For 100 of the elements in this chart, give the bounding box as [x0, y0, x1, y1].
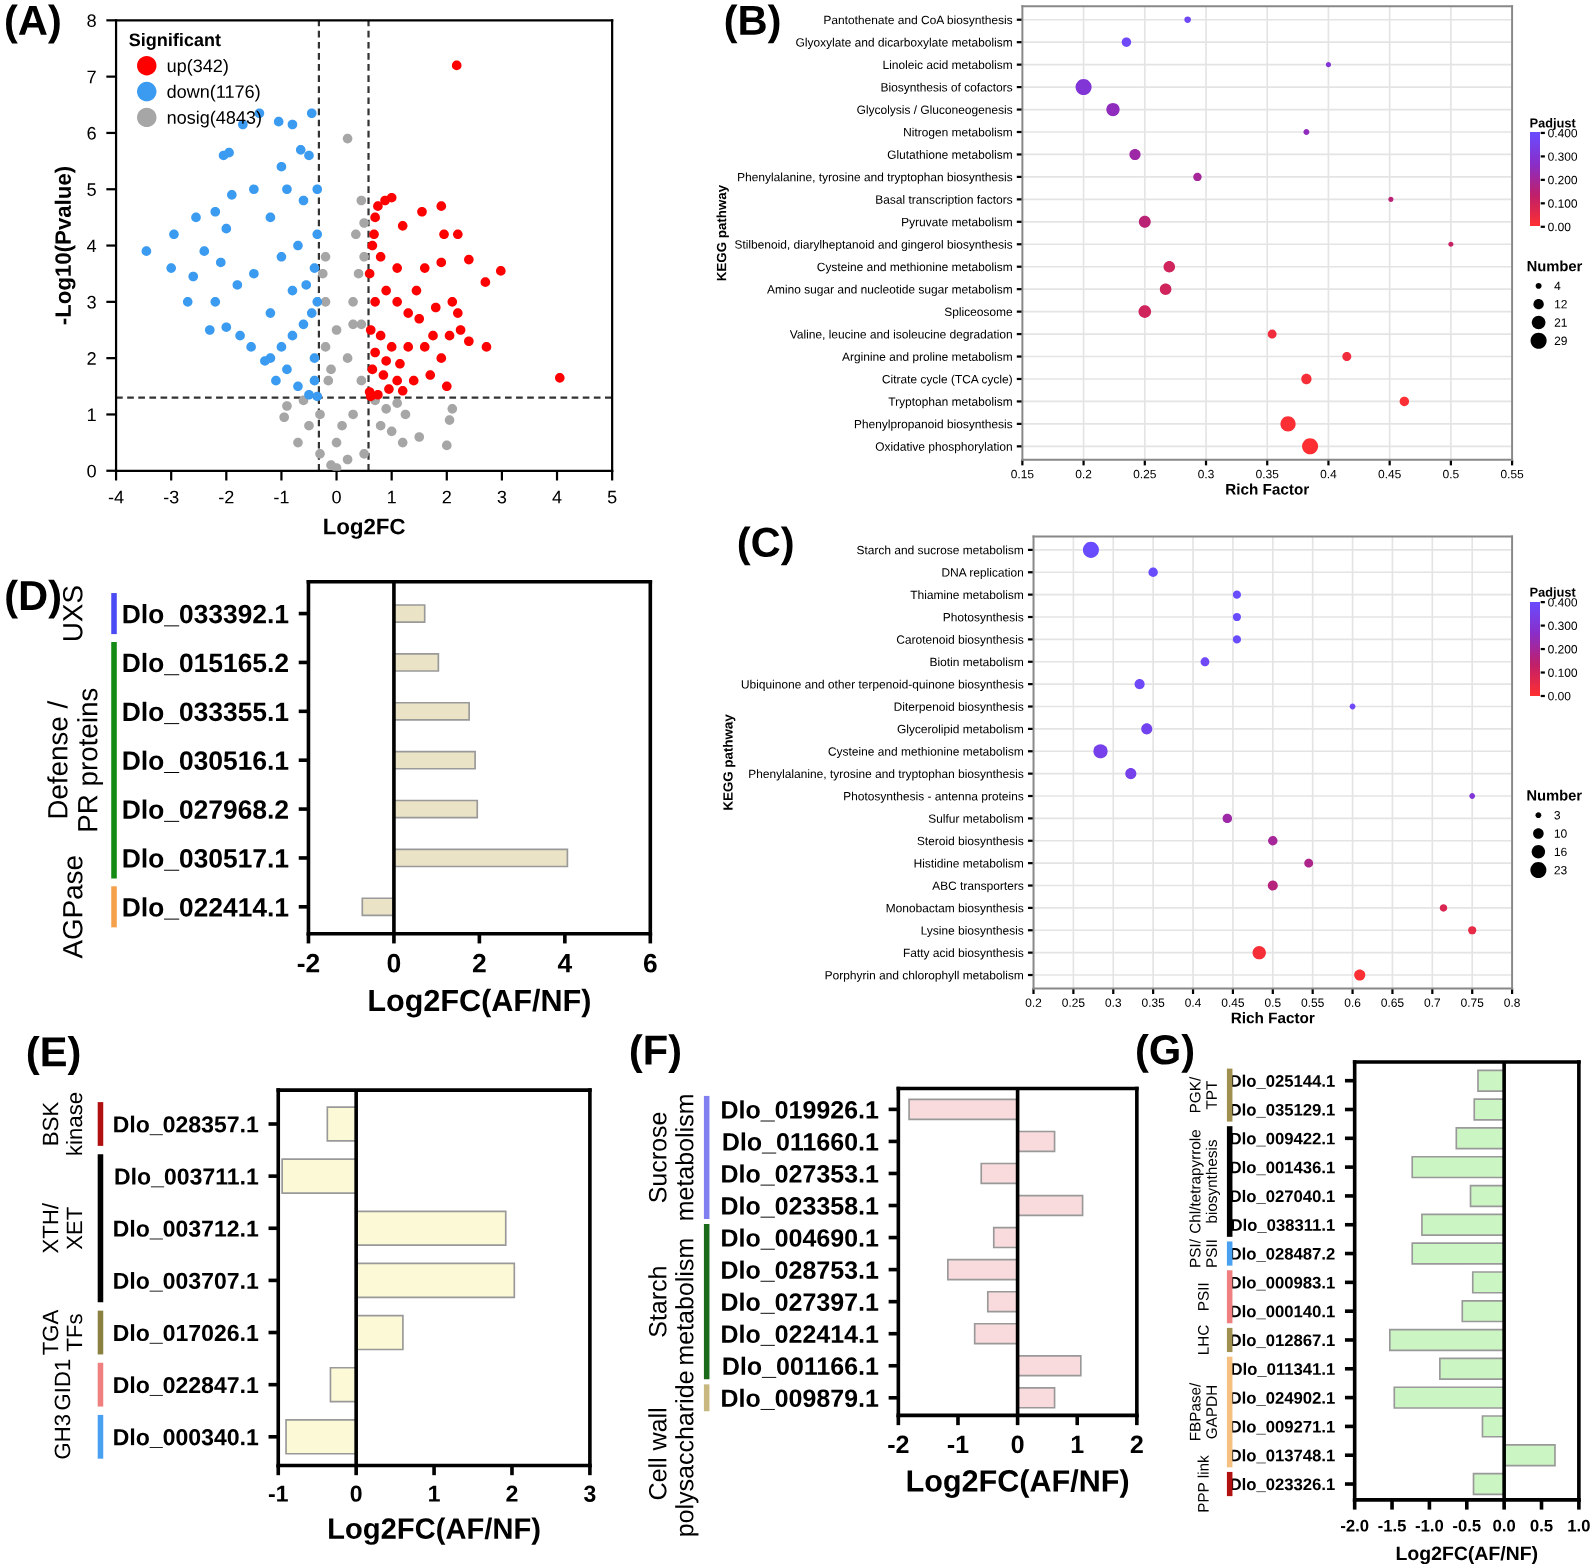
point	[227, 190, 237, 200]
point	[356, 319, 367, 330]
point	[348, 297, 358, 307]
y-tick-label: Dlo_027968.2	[123, 799, 288, 822]
x-tick-label: -1.0	[1415, 1519, 1444, 1532]
point	[221, 322, 232, 332]
point	[414, 313, 425, 324]
point	[315, 449, 325, 459]
text: Defense / PR proteins	[47, 688, 104, 831]
point	[293, 437, 303, 448]
x-tick-label: -0.5	[1453, 1519, 1481, 1532]
point	[464, 336, 474, 347]
point	[304, 150, 314, 161]
point	[392, 263, 402, 273]
point	[337, 420, 347, 431]
point	[265, 308, 276, 318]
point	[453, 229, 463, 240]
y-tick-label: Dlo_013748.1	[1230, 1449, 1335, 1464]
point	[279, 412, 289, 423]
point	[370, 347, 380, 358]
x-axis-title: Log2FC(AF/NF)	[369, 988, 590, 1018]
y-axis-title: -Log10(Pvalue)	[54, 167, 76, 325]
text: (E)	[27, 1036, 80, 1075]
text: XTH/ XET	[42, 1202, 83, 1254]
x-tick-label: 0.5	[1530, 1519, 1553, 1532]
point	[480, 277, 491, 287]
x-tick-label: 0	[332, 490, 341, 504]
point	[425, 370, 436, 380]
point	[306, 108, 317, 119]
point	[367, 364, 378, 375]
point	[430, 302, 441, 313]
x-tick-label: 3	[584, 1485, 596, 1502]
point	[331, 463, 342, 471]
y-tick-label: Dlo_025144.1	[1230, 1074, 1335, 1089]
point	[436, 353, 447, 363]
x-tick-label: 0.0	[1493, 1519, 1516, 1532]
point	[141, 246, 152, 256]
point	[282, 364, 292, 375]
point	[367, 240, 378, 251]
point	[301, 280, 312, 290]
point	[444, 415, 455, 425]
point	[287, 330, 298, 341]
point	[400, 409, 411, 420]
point	[444, 330, 455, 341]
bar	[355, 1210, 507, 1247]
point	[375, 330, 386, 341]
bar	[393, 701, 470, 721]
y-tick-label: Dlo_035129.1	[1230, 1103, 1335, 1118]
point	[224, 147, 234, 158]
point	[364, 268, 375, 279]
point	[331, 325, 342, 335]
point	[386, 342, 397, 352]
point	[419, 342, 430, 352]
point	[436, 257, 447, 268]
y-tick-label: Dlo_011341.1	[1231, 1362, 1335, 1377]
x-tick-label: 6	[643, 953, 657, 973]
point	[378, 370, 389, 380]
bar	[285, 1419, 357, 1455]
y-tick-label: Dlo_022847.1	[114, 1376, 259, 1396]
point	[403, 308, 414, 318]
point	[365, 325, 376, 335]
point	[273, 116, 284, 127]
y-tick-label: Dlo_027397.1	[722, 1292, 879, 1314]
point	[169, 229, 179, 240]
x-tick-label: 2	[1130, 1435, 1143, 1453]
y-tick-label: 3	[87, 295, 96, 309]
x-tick-label: -4	[108, 490, 124, 504]
point	[359, 449, 369, 459]
y-tick-label: Dlo_004690.1	[722, 1228, 879, 1250]
bar	[973, 1322, 1019, 1345]
point	[392, 375, 402, 386]
y-tick-label: Dlo_033355.1	[123, 701, 289, 725]
text: (G)	[1137, 1033, 1194, 1073]
point	[369, 229, 379, 240]
text: (D)	[6, 579, 60, 619]
point	[320, 252, 331, 262]
point	[317, 268, 328, 279]
point	[411, 285, 422, 296]
point	[348, 319, 358, 330]
y-tick-label: Dlo_028357.1	[114, 1115, 259, 1136]
point	[381, 285, 391, 296]
legend-label: down(1176)	[167, 84, 260, 102]
point	[384, 384, 394, 394]
text: UXS	[62, 586, 83, 640]
y-tick-label: Dlo_022414.1	[722, 1324, 879, 1346]
point	[403, 342, 414, 352]
point	[282, 184, 292, 195]
point	[397, 221, 408, 231]
point	[235, 330, 245, 341]
point	[451, 60, 462, 71]
point	[417, 206, 427, 217]
point	[414, 432, 425, 442]
text: (F)	[630, 1034, 680, 1074]
point	[293, 240, 303, 251]
y-tick-label: Dlo_000983.1	[1230, 1276, 1335, 1291]
point	[298, 195, 309, 206]
point	[215, 257, 226, 268]
text: GH3	[54, 1414, 71, 1459]
point	[359, 252, 369, 262]
x-axis-title: Log2FC(AF/NF)	[907, 1469, 1129, 1498]
